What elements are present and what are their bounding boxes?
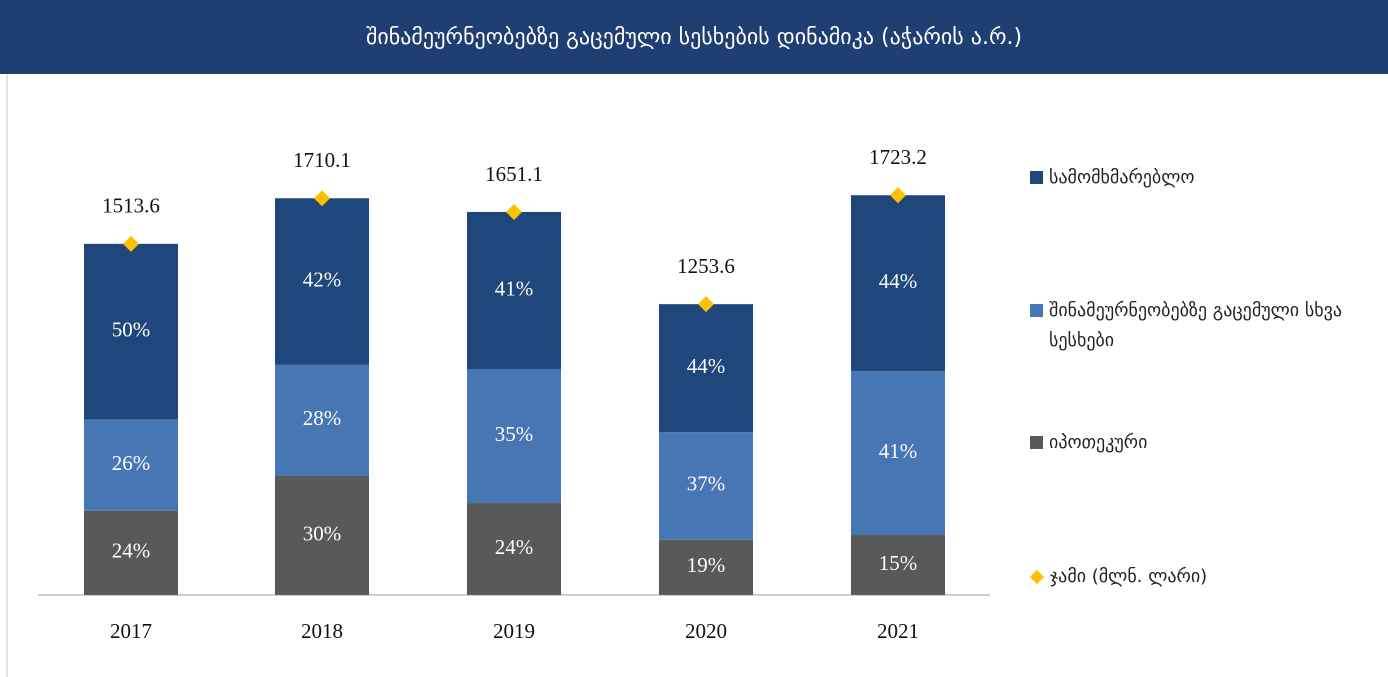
x-tick-label: 2017 [110,619,152,643]
total-label: 1651.1 [485,162,543,186]
bar-segment [467,503,561,595]
bar-segment [84,419,178,511]
data-label: 30% [303,521,342,545]
total-marker [506,203,522,220]
data-label: 24% [495,535,534,559]
data-label: 44% [879,269,918,293]
data-label: 26% [112,451,151,475]
total-marker [698,296,714,313]
data-label: 15% [879,551,918,575]
legend-item: შინამეურნეობებზე გაცემული სხვა სესხები [1030,296,1370,356]
legend-item: იპოთეკური [1030,428,1370,458]
bar-segment [467,368,561,504]
legend-label: სამომხმარებლო [1049,167,1195,188]
legend-swatch [1030,171,1043,184]
bar-segment [275,475,369,595]
bar-segment [467,211,561,369]
data-label: 50% [112,317,151,341]
x-tick-label: 2021 [877,619,919,643]
chart-title: შინამეურნეობებზე გაცემული სესხების დინამ… [0,0,1388,74]
legend-item: ჯამი (მლნ. ლარი) [1029,562,1370,592]
data-label: 35% [495,422,534,446]
bar-segment [659,304,753,433]
bar-segment [659,432,753,540]
x-tick-label: 2019 [493,619,535,643]
total-label: 1710.1 [293,148,351,172]
total-marker [314,190,330,207]
x-tick-label: 2020 [685,619,727,643]
bar-segment [851,195,945,372]
legend-label: იპოთეკური [1049,432,1148,453]
bar-segment [851,371,945,536]
x-tick-label: 2018 [301,619,343,643]
total-label: 1723.2 [869,145,927,169]
bar-segment [84,243,178,420]
legend-swatch [1029,569,1045,585]
total-label: 1513.6 [102,194,160,218]
data-label: 42% [303,267,342,291]
bar-segment [275,364,369,476]
bar-segment [84,510,178,595]
total-marker [123,235,139,252]
legend-swatch [1030,304,1043,317]
legend-label: ჯამი (მლნ. ლარი) [1050,566,1208,587]
data-label: 28% [303,406,342,430]
legend-swatch [1030,436,1043,449]
bar-segment [851,535,945,595]
legend-item: სამომხმარებლო [1030,163,1370,193]
legend-label: შინამეურნეობებზე გაცემული სხვა სესხები [1049,300,1343,351]
data-label: 37% [687,472,726,496]
total-label: 1253.6 [677,254,735,278]
total-marker [890,187,906,204]
data-label: 41% [495,276,534,300]
data-label: 19% [687,553,726,577]
bar-segment [275,198,369,365]
data-label: 24% [112,539,151,563]
data-label: 44% [687,354,726,378]
bar-segment [659,539,753,595]
data-label: 41% [879,439,918,463]
